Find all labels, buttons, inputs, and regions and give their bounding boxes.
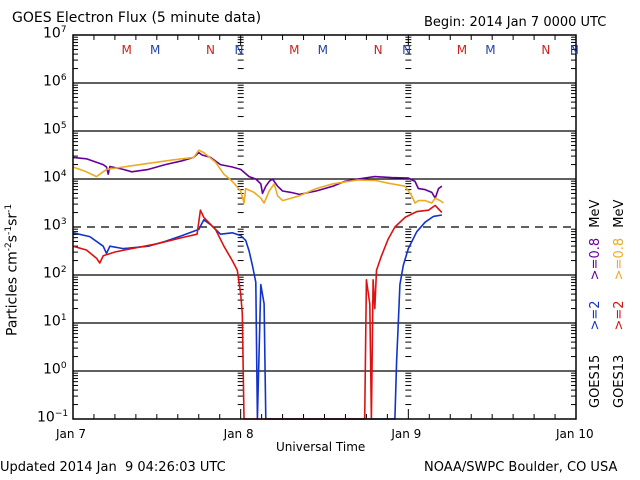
y-label-sup2: -1 (4, 225, 14, 235)
credit-label: NOAA/SWPC Boulder, CO USA (424, 460, 618, 475)
begin-label: Begin: 2014 Jan 7 0000 UTC (424, 15, 607, 30)
marker-N: N (402, 43, 411, 57)
y-tick-base: 10 (43, 313, 61, 330)
marker-M: M (150, 43, 160, 57)
y-tick-label: 102 (43, 265, 67, 282)
y-axis-label: Particles cm-2s-1sr-1 (4, 204, 21, 336)
marker-M: M (121, 43, 131, 57)
legend-goes13-08mev: >=0.8 (612, 237, 627, 281)
marker-N: N (541, 43, 550, 57)
y-tick-base: 10 (43, 217, 61, 234)
y-tick-label: 104 (43, 169, 67, 186)
y-tick-exp: 4 (60, 169, 67, 179)
updated-timestamp: Updated 2014 Jan 9 04:26:03 UTC (0, 460, 226, 475)
series-line-3 (72, 204, 443, 420)
y-tick-base: 10 (43, 265, 61, 282)
y-tick-label: 103 (43, 217, 67, 234)
y-tick-label: 10−1 (37, 409, 68, 426)
legend-goes15-2mev: >=2 (588, 300, 603, 331)
marker-M: M (318, 43, 328, 57)
series-line-2 (72, 214, 443, 420)
series-line-1 (72, 149, 444, 204)
y-tick-exp: 2 (60, 265, 67, 275)
y-label-sr: sr (4, 212, 21, 226)
y-tick-base: 10 (43, 121, 61, 138)
legend-goes13-2mev: >=2 (612, 300, 627, 331)
y-tick-base: 10 (37, 409, 55, 426)
y-label-sup1: -2 (4, 242, 14, 252)
x-tick-label: Jan 9 (391, 427, 422, 441)
legend-goes15-satellite: GOES15 (588, 354, 603, 408)
legend-goes15: GOES15 >=2 >=0.8 MeV (588, 200, 603, 408)
marker-N: N (206, 43, 215, 57)
marker-M: M (485, 43, 495, 57)
y-label-sup3: -1 (4, 203, 14, 213)
y-tick-exp: 3 (60, 217, 67, 227)
legend-goes15-unit: MeV (588, 199, 603, 228)
y-tick-exp: 7 (60, 25, 67, 35)
y-tick-exp: 6 (60, 73, 67, 83)
x-tick-label: Jan 8 (223, 427, 254, 441)
marker-N: N (570, 43, 579, 57)
y-tick-exp: 1 (60, 313, 67, 323)
y-tick-label: 106 (43, 73, 67, 90)
plot-frame (72, 34, 577, 420)
legend-goes13-satellite: GOES13 (612, 354, 627, 408)
series-group (72, 149, 444, 420)
y-label-s: s (4, 234, 21, 243)
y-tick-label: 101 (43, 313, 67, 330)
marker-M: M (457, 43, 467, 57)
y-tick-base: 10 (43, 25, 61, 42)
y-tick-exp: 0 (60, 361, 67, 371)
x-tick-label: Jan 10 (556, 427, 594, 441)
y-tick-label: 107 (43, 25, 67, 42)
y-tick-base: 10 (43, 73, 61, 90)
y-tick-label: 105 (43, 121, 67, 138)
series-line-0 (72, 151, 443, 199)
marker-N: N (374, 43, 383, 57)
y-tick-exp: 5 (60, 121, 67, 131)
y-tick-base: 10 (43, 361, 61, 378)
x-axis-label: Universal Time (276, 440, 366, 454)
y-label-main: Particles cm (4, 251, 21, 336)
x-tick-label: Jan 7 (56, 427, 86, 441)
legend-goes13-unit: MeV (612, 199, 627, 228)
marker-N: N (234, 43, 243, 57)
chart-title: GOES Electron Flux (5 minute data) (12, 10, 262, 26)
legend-goes15-08mev: >=0.8 (588, 237, 603, 281)
y-tick-exp: −1 (54, 409, 69, 419)
y-tick-base: 10 (43, 169, 61, 186)
marker-M: M (289, 43, 299, 57)
legend-goes13: GOES13 >=2 >=0.8 MeV (612, 200, 627, 408)
grid-lines (73, 82, 576, 372)
y-tick-label: 100 (43, 361, 67, 378)
